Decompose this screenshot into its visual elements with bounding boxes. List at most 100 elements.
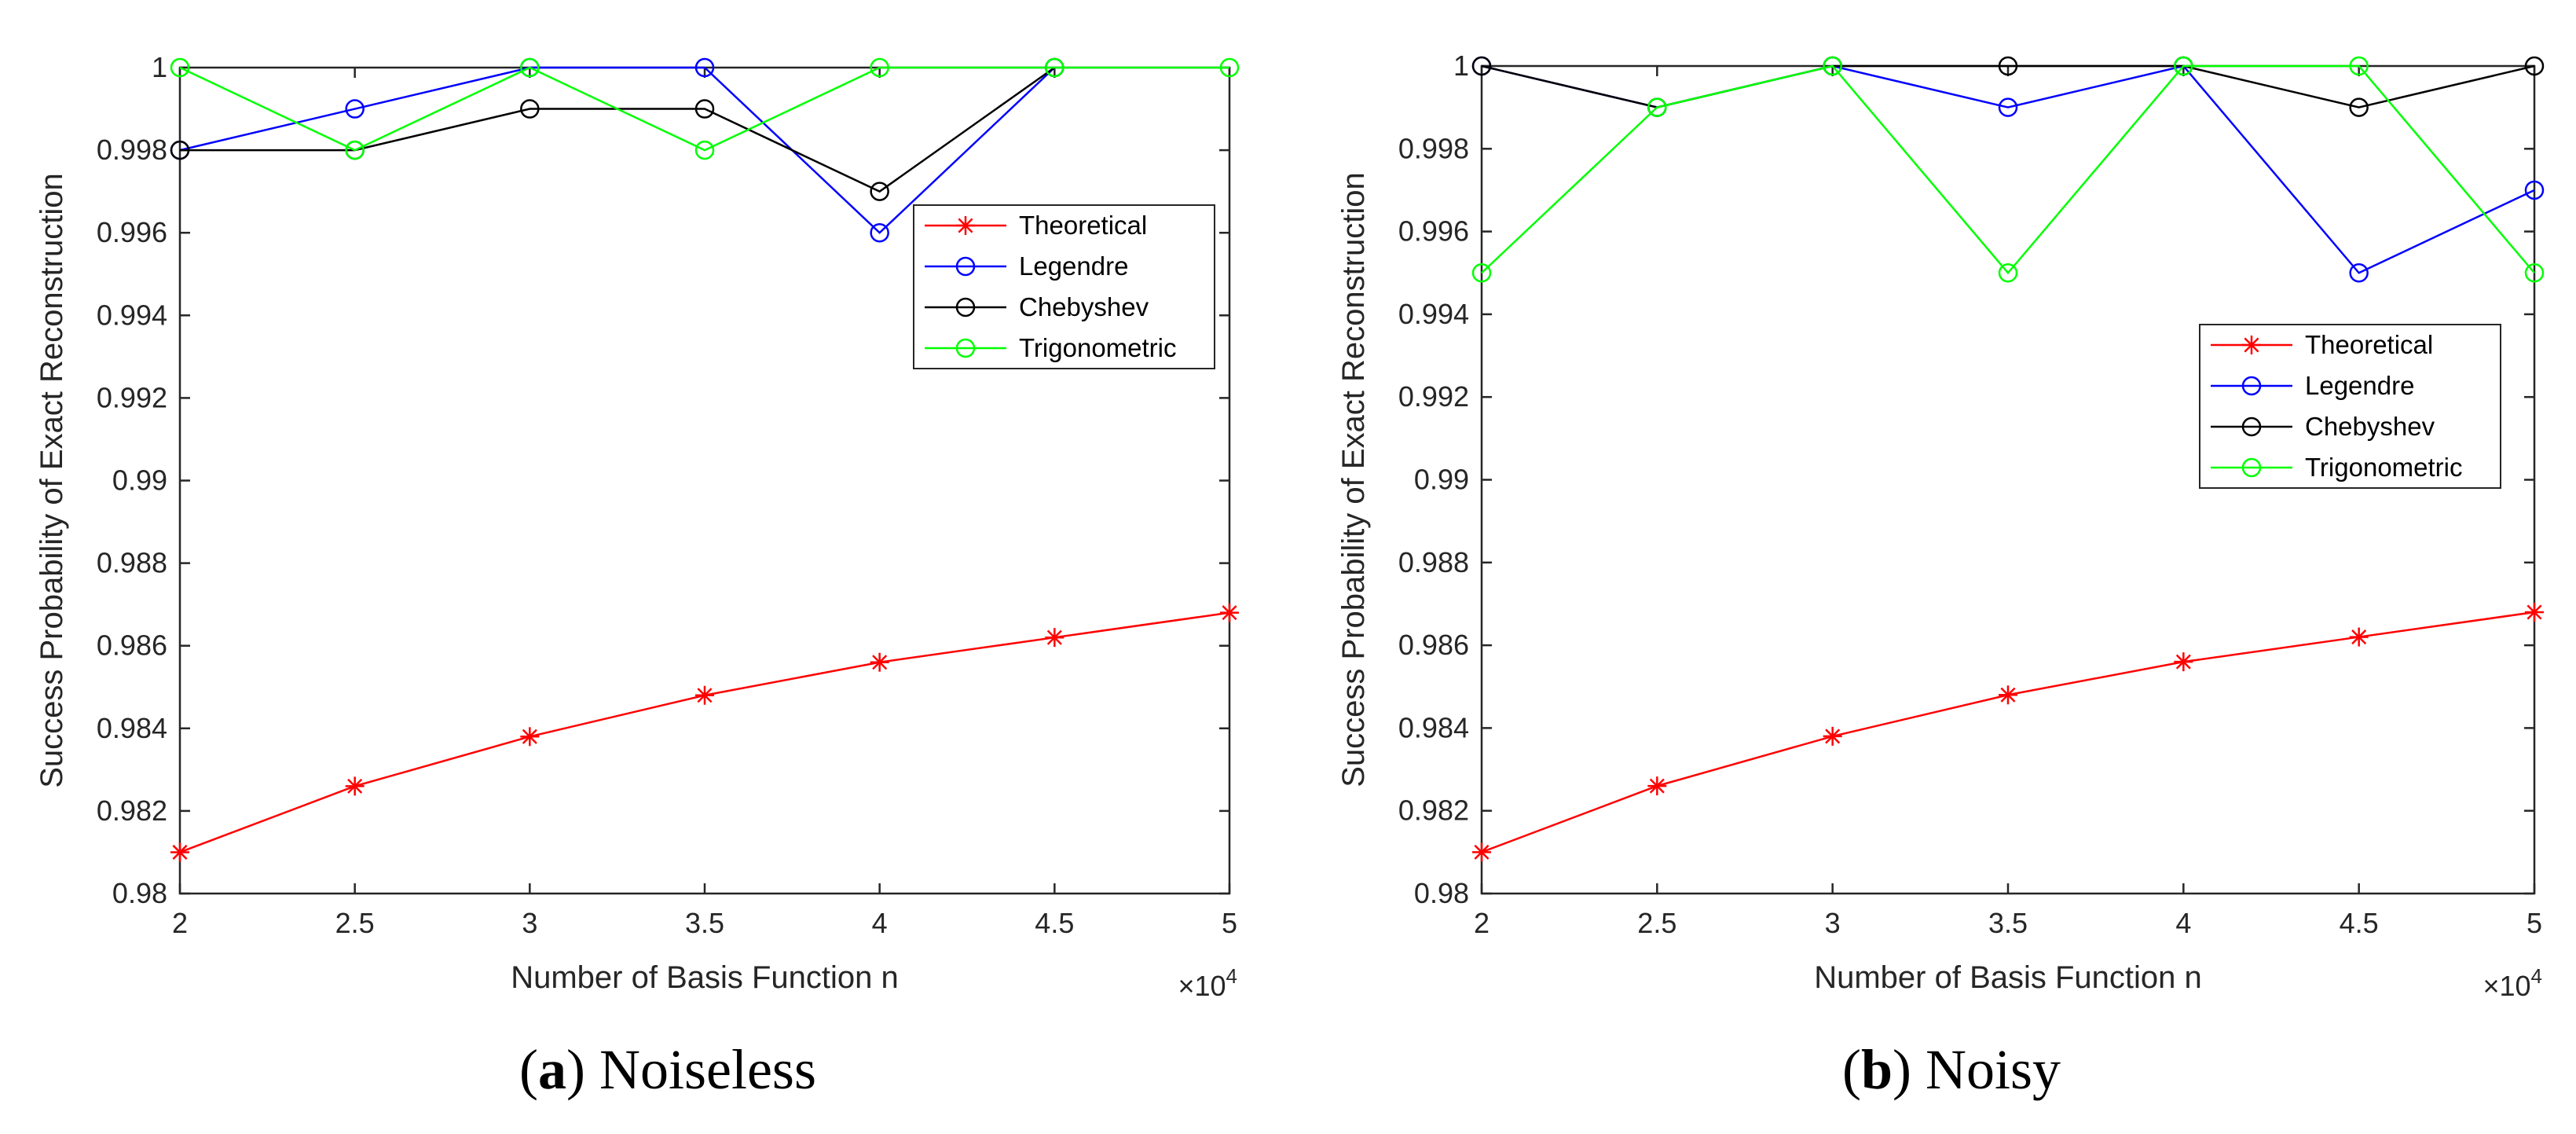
data-point — [2349, 263, 2369, 283]
legend-item-chebyshev: Chebyshev — [925, 292, 1149, 321]
x-tick-label: 2 — [172, 907, 188, 939]
y-tick-label: 0.996 — [1398, 215, 1469, 248]
legend-item-trigonometric: Trigonometric — [2211, 453, 2463, 482]
multiplier-base: ×10 — [1178, 970, 1226, 1002]
asterisk-stroke — [1649, 778, 1665, 794]
series-line — [1481, 64, 2535, 275]
legend-item-chebyshev: Chebyshev — [2211, 412, 2435, 441]
asterisk-stroke — [2000, 687, 2016, 703]
legend-label: Trigonometric — [1019, 333, 1177, 362]
asterisk-stroke — [1474, 844, 1490, 860]
asterisk-stroke — [872, 655, 888, 670]
y-tick-label: 0.982 — [97, 795, 167, 827]
series-theoretical — [170, 603, 1239, 862]
x-tick-label: 2.5 — [335, 907, 375, 939]
legend-marker — [956, 216, 975, 235]
x-tick-label: 2.5 — [1637, 907, 1676, 939]
legend: Theoretical Legendre Chebyshev Trigonometri… — [2199, 324, 2501, 489]
data-point — [1471, 263, 1492, 283]
panel-b-noisy: 2 2.5 3 3.5 4 4.5 5 0.98 0.982 0.984 0.986 0.988 0.9… — [1336, 50, 2545, 1101]
y-tick-label: 0.986 — [97, 629, 167, 662]
x-axis-multiplier: ×104 — [1178, 964, 1237, 1002]
y-tick-label: 0.98 — [112, 877, 167, 909]
data-point — [1647, 97, 1667, 117]
x-axis-multiplier: ×104 — [2483, 964, 2542, 1002]
caption-title: Noisy — [1926, 1038, 2061, 1101]
data-point — [694, 140, 715, 160]
legend-item-trigonometric: Trigonometric — [925, 333, 1177, 362]
y-axis-label: Success Probability of Exact Reconstruct… — [35, 173, 69, 788]
y-tick-label: 0.99 — [1414, 464, 1469, 496]
legend-item-theoretical: Theoretical — [2211, 330, 2433, 359]
data-point — [1823, 726, 1842, 746]
legend-marker — [2241, 376, 2262, 396]
y-tick-label: 1 — [1453, 50, 1469, 82]
legend-marker — [2242, 336, 2261, 354]
data-point — [2524, 180, 2545, 200]
legend: Theoretical Legendre Chebyshev Trigonometri… — [913, 204, 1215, 369]
x-tick-label: 4 — [2175, 907, 2191, 939]
y-tick-label: 0.996 — [97, 216, 167, 248]
legend-label: Legendre — [2305, 371, 2414, 400]
data-point — [695, 685, 714, 705]
data-point — [345, 140, 365, 160]
data-point — [170, 140, 190, 160]
y-tick-label: 0.998 — [97, 134, 167, 166]
legend-box — [913, 204, 1215, 369]
x-tick-label: 4 — [872, 907, 888, 939]
legend-marker — [955, 256, 976, 277]
x-tick-label: 3.5 — [1988, 907, 2028, 939]
y-tick-label: 0.984 — [97, 712, 167, 744]
data-point — [520, 57, 540, 78]
data-point — [345, 776, 365, 796]
data-point — [1999, 685, 2017, 705]
series-trigonometric — [1471, 56, 2545, 283]
multiplier-exponent: 4 — [1226, 964, 1237, 988]
series-line — [179, 66, 1056, 234]
asterisk-stroke — [2351, 629, 2367, 645]
data-point — [694, 99, 715, 119]
y-tick-label: 0.992 — [97, 381, 167, 413]
data-point — [2349, 627, 2369, 647]
data-point — [1998, 56, 2018, 76]
asterisk-stroke — [2175, 654, 2191, 670]
data-point — [2524, 56, 2545, 76]
plot-area — [178, 66, 1231, 895]
y-tick-label: 0.984 — [1398, 711, 1469, 743]
data-point — [345, 99, 365, 119]
caption-close-paren: ) — [566, 1038, 599, 1101]
data-point — [2525, 602, 2544, 622]
x-tick-label: 5 — [1222, 907, 1237, 939]
x-tick-label: 4.5 — [2340, 907, 2379, 939]
caption-letter: b — [1861, 1038, 1893, 1101]
asterisk-stroke — [1825, 728, 1841, 744]
legend-label: Theoretical — [1019, 211, 1147, 240]
series-trigonometric — [170, 57, 1240, 160]
data-point — [1220, 603, 1239, 622]
series-theoretical — [1472, 602, 2544, 862]
y-tick-label: 0.986 — [1398, 629, 1469, 661]
x-tick-label: 3 — [1825, 907, 1841, 939]
legend-label: Theoretical — [2305, 330, 2433, 359]
data-point — [1998, 97, 2018, 117]
legend-item-legendre: Legendre — [2211, 371, 2414, 400]
x-tick-label: 2 — [1474, 907, 1490, 939]
y-axis-label: Success Probability of Exact Reconstruct… — [1336, 172, 1371, 787]
data-point — [2174, 652, 2193, 672]
y-tick-label: 0.982 — [1398, 795, 1469, 827]
data-point — [1998, 263, 2018, 283]
x-axis-label: Number of Basis Function n — [1814, 960, 2202, 995]
data-point — [1472, 842, 1491, 862]
legend-label: Trigonometric — [2305, 453, 2463, 482]
panel-a-noiseless: 2 2.5 3 3.5 4 4.5 5 0.98 0.982 0.984 0.986 0.988 0.9… — [35, 51, 1240, 1101]
data-point — [870, 57, 889, 78]
legend-item-legendre: Legendre — [925, 251, 1128, 281]
data-point — [170, 842, 189, 862]
data-point — [170, 57, 190, 78]
multiplier-base: ×10 — [2483, 970, 2530, 1002]
data-point — [870, 652, 889, 672]
x-tick-label: 3 — [522, 907, 537, 939]
data-point — [2349, 97, 2369, 117]
legend-box — [2199, 324, 2501, 489]
